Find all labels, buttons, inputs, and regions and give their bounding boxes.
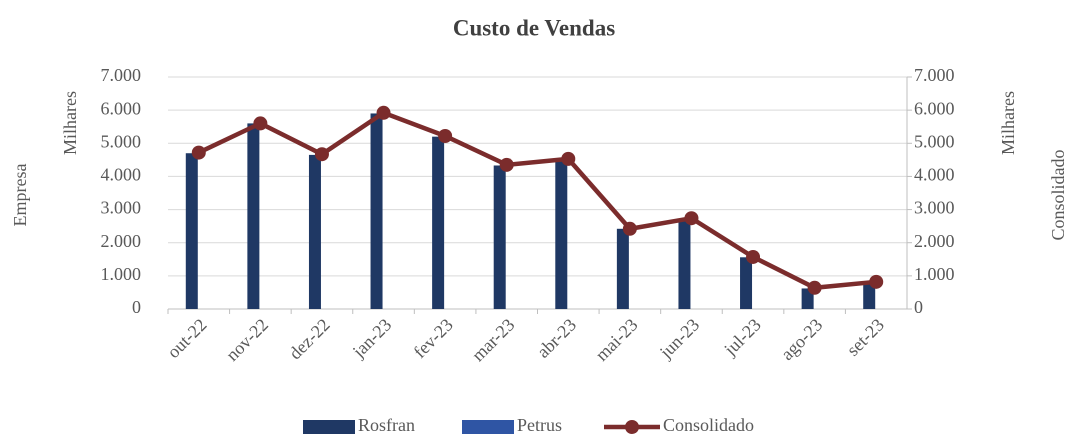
legend-label: Consolidado: [663, 415, 754, 435]
bar: [801, 288, 814, 309]
bar: [432, 136, 445, 309]
legend-label: Rosfran: [358, 415, 415, 435]
y-tick-label: 7.000: [101, 65, 142, 85]
y-tick-label: 2.000: [101, 231, 142, 251]
bar: [370, 113, 383, 309]
y2-axis-units: Milhares: [998, 91, 1018, 155]
marker: [253, 116, 268, 131]
y2-tick-label: 3.000: [914, 198, 955, 218]
legend-label: Petrus: [517, 415, 562, 435]
y-tick-label: 1.000: [101, 264, 142, 284]
x-tick-label: mar-23: [468, 315, 519, 366]
bar: [308, 154, 321, 309]
x-tick-label: jan-23: [348, 315, 395, 362]
bar: [185, 153, 198, 309]
y-axis-units: Milhares: [60, 91, 80, 155]
y2-tick-label: 2.000: [914, 231, 955, 251]
bar: [493, 165, 506, 309]
bar: [616, 228, 629, 309]
y-tick-label: 5.000: [101, 131, 142, 151]
y-axis-label: Empresa: [10, 164, 30, 227]
bar: [678, 218, 691, 309]
x-tick-label: jun-23: [655, 315, 703, 363]
legend-marker: [625, 420, 639, 434]
y2-tick-label: 4.000: [914, 165, 955, 185]
y-tick-label: 3.000: [101, 198, 142, 218]
bar: [555, 159, 568, 309]
marker: [438, 128, 453, 143]
marker: [807, 280, 822, 295]
marker: [376, 105, 391, 120]
bar: [863, 282, 876, 309]
y2-axis-label: Consolidado: [1048, 149, 1068, 240]
line: [197, 110, 877, 291]
y2-tick-label: 5.000: [914, 131, 955, 151]
y-tick-label: 0: [132, 297, 141, 317]
marker: [622, 221, 637, 236]
marker: [499, 157, 514, 172]
marker: [684, 211, 699, 226]
x-tick-label: set-23: [843, 315, 888, 360]
x-tick-label: mai-23: [591, 315, 641, 365]
bar: [740, 257, 753, 309]
marker: [314, 147, 329, 162]
x-tick-label: ago-23: [777, 315, 826, 364]
x-tick-label: dez-22: [285, 315, 334, 364]
y-tick-label: 4.000: [101, 165, 142, 185]
y2-tick-label: 0: [914, 297, 923, 317]
y2-tick-label: 7.000: [914, 65, 955, 85]
y-tick-label: 6.000: [101, 98, 142, 118]
x-tick-label: nov-22: [222, 315, 272, 365]
legend-swatch: [303, 420, 355, 434]
marker: [561, 151, 576, 166]
x-tick-label: out-22: [163, 315, 210, 362]
x-tick-label: fev-23: [410, 315, 457, 362]
bar: [247, 123, 260, 310]
marker: [191, 145, 206, 160]
y2-tick-label: 6.000: [914, 98, 955, 118]
x-tick-label: jul-23: [720, 315, 765, 360]
x-tick-label: abr-23: [533, 315, 580, 362]
legend-swatch: [462, 420, 514, 434]
marker: [746, 249, 761, 264]
chart-title: Custo de Vendas: [453, 15, 615, 40]
marker: [869, 274, 884, 289]
y2-tick-label: 1.000: [914, 264, 955, 284]
